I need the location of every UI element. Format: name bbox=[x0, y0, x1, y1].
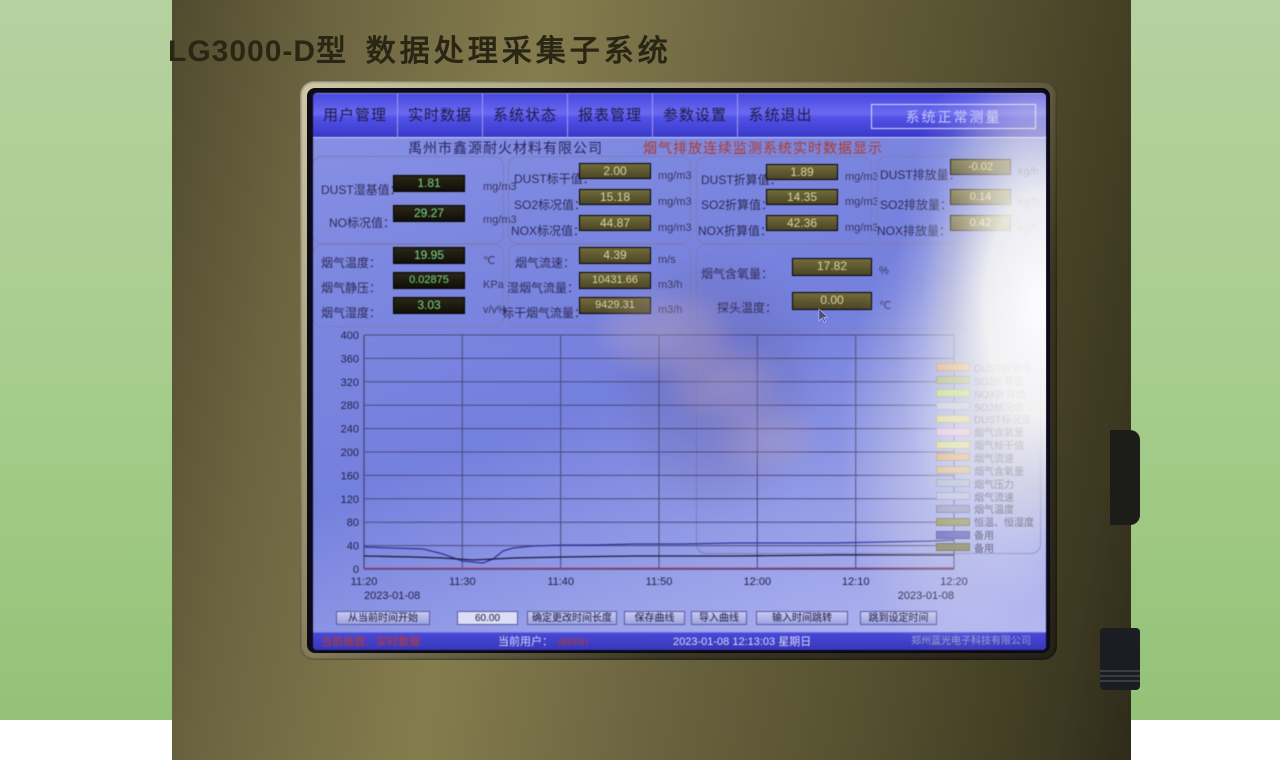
svg-text:280: 280 bbox=[341, 400, 359, 412]
svg-text:12:20: 12:20 bbox=[940, 576, 968, 588]
svg-text:11:40: 11:40 bbox=[547, 576, 574, 588]
svg-text:80: 80 bbox=[347, 517, 359, 529]
svg-text:200: 200 bbox=[341, 447, 359, 459]
svg-text:11:50: 11:50 bbox=[646, 576, 673, 588]
svg-text:400: 400 bbox=[341, 330, 359, 342]
svg-text:320: 320 bbox=[341, 377, 359, 389]
svg-text:160: 160 bbox=[341, 470, 359, 482]
svg-text:120: 120 bbox=[341, 494, 359, 506]
svg-text:2023-01-08: 2023-01-08 bbox=[364, 590, 420, 602]
svg-text:360: 360 bbox=[341, 353, 359, 365]
svg-text:240: 240 bbox=[341, 424, 359, 436]
svg-text:2023-01-08: 2023-01-08 bbox=[898, 590, 954, 602]
svg-text:0: 0 bbox=[353, 564, 359, 576]
svg-text:40: 40 bbox=[347, 541, 359, 553]
svg-text:11:30: 11:30 bbox=[449, 576, 476, 588]
svg-text:11:20: 11:20 bbox=[351, 576, 378, 588]
svg-text:12:00: 12:00 bbox=[744, 576, 772, 588]
svg-text:12:10: 12:10 bbox=[842, 576, 870, 588]
